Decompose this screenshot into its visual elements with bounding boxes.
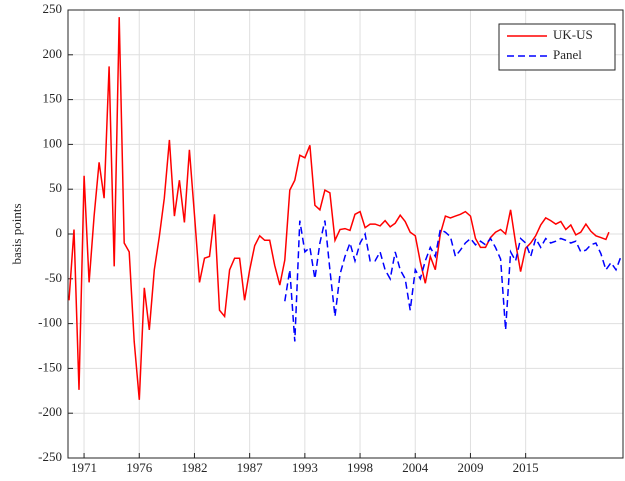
legend-box	[498, 23, 616, 71]
y-tick-label: -200	[38, 404, 62, 419]
y-tick-label: 150	[43, 91, 63, 106]
y-tick-label: 50	[49, 180, 62, 195]
y-tick-label: -250	[38, 449, 62, 464]
legend-label: UK-US	[553, 27, 593, 42]
y-tick-label: -50	[45, 270, 62, 285]
y-axis-label: basis points	[9, 203, 24, 264]
series-line	[68, 17, 610, 400]
y-tick-label: -100	[38, 315, 62, 330]
x-tick-label: 1971	[71, 460, 97, 475]
x-tick-label: 2015	[513, 460, 539, 475]
legend-label: Panel	[553, 47, 582, 62]
y-tick-label: 0	[56, 225, 63, 240]
x-tick-label: 1987	[237, 460, 264, 475]
y-tick-label: 250	[43, 1, 63, 16]
x-tick-label: 1993	[292, 460, 318, 475]
y-tick-label: 200	[43, 46, 63, 61]
plot-frame	[67, 9, 624, 459]
series-line	[284, 220, 622, 342]
x-tick-label: 2004	[402, 460, 429, 475]
y-tick-label: -150	[38, 359, 62, 374]
x-tick-label: 1998	[347, 460, 373, 475]
x-tick-label: 1982	[181, 460, 207, 475]
x-tick-label: 1976	[126, 460, 153, 475]
x-tick-label: 2009	[457, 460, 483, 475]
y-tick-label: 100	[43, 135, 63, 150]
